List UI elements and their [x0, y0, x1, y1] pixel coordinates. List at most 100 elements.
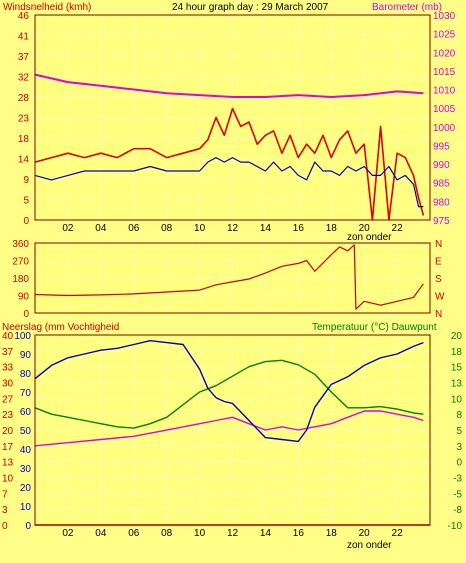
- wind-y-tick-label: 9: [23, 175, 29, 186]
- wind-y-tick-label: 0: [23, 216, 29, 227]
- wind-series-group: [34, 73, 425, 221]
- direction-y-tick-label: 270: [12, 257, 29, 268]
- humidity-x-note: zon onder: [347, 540, 392, 551]
- wind-avg-line: [34, 157, 424, 208]
- temperature-axis-title: Temperatuur (°C) Dauwpunt: [312, 322, 437, 333]
- humidity-x-tick-label: 06: [128, 528, 140, 539]
- humidity-y-tick-label: 80: [20, 369, 32, 380]
- humidity-x-tick-label: 02: [62, 528, 74, 539]
- compass-tick-label: N: [435, 239, 442, 250]
- humidity-y-tick-label: 70: [20, 388, 32, 399]
- humidity-tick-labels: 0371013172023273033374001020304050607080…: [2, 331, 462, 539]
- wind-gust-line: [34, 107, 425, 221]
- compass-tick-label: N: [435, 309, 442, 320]
- wind-x-tick-label: 12: [227, 223, 239, 234]
- wind-x-tick-label: 08: [161, 223, 173, 234]
- humidity-line: [34, 340, 424, 443]
- wind-y-tick-label: 32: [18, 73, 30, 84]
- temperature-y-tick-label: 5: [456, 426, 462, 437]
- temperature-y-tick-label: 15: [451, 363, 463, 374]
- direction-y-tick-label: 0: [23, 309, 29, 320]
- rain-y-tick-label: 0: [2, 521, 8, 532]
- direction-plot-frame: [34, 242, 431, 314]
- humidity-y-tick-label: 90: [20, 350, 32, 361]
- rain-y-tick-label: 10: [2, 474, 14, 485]
- humidity-plot-frame: [34, 334, 431, 526]
- rain-y-tick-label: 3: [2, 505, 8, 516]
- wind-y-tick-label: 41: [18, 32, 30, 43]
- barometer-y-tick-label: 1005: [433, 104, 456, 115]
- direction-y-tick-label: 90: [18, 292, 30, 303]
- barometer-y-tick-label: 985: [433, 179, 450, 190]
- wind-direction-line: [34, 244, 424, 310]
- humidity-y-tick-label: 50: [20, 426, 32, 437]
- barometer-y-tick-label: 1000: [433, 123, 456, 134]
- barometer-y-tick-label: 975: [433, 216, 450, 227]
- humidity-x-tick-label: 12: [227, 528, 239, 539]
- wind-y-tick-label: 5: [23, 196, 29, 207]
- barometer-y-tick-label: 1030: [433, 11, 456, 22]
- humidity-temperature-panel: 0371013172023273033374001020304050607080…: [2, 322, 462, 551]
- temperature-y-tick-label: -5: [453, 489, 462, 500]
- temperature-y-tick-label: -8: [453, 505, 462, 516]
- humidity-x-tick-label: 20: [359, 528, 371, 539]
- wind-tick-labels: 0 5 9 14 18 23 28 32 37 41 46 975 980 985 990 995 1000 10…: [18, 11, 456, 234]
- wind-x-note: zon onder: [347, 232, 392, 243]
- rain-y-tick-label: 7: [2, 489, 8, 500]
- compass-tick-label: S: [435, 274, 442, 285]
- temperature-y-tick-label: 10: [451, 394, 463, 405]
- barometer-y-tick-label: 1025: [433, 30, 456, 41]
- humidity-axis-title: Neerslag (mm Vochtigheid: [2, 322, 119, 333]
- rain-y-tick-label: 30: [2, 379, 14, 390]
- barometer-axis-title: Barometer (mb): [372, 2, 442, 13]
- temperature-y-tick-label: 8: [456, 410, 462, 421]
- humidity-x-tick-label: 16: [293, 528, 305, 539]
- wind-y-tick-label: 14: [18, 155, 30, 166]
- barometer-line: [34, 73, 424, 98]
- humidity-y-tick-label: 100: [14, 331, 31, 342]
- barometer-y-tick-label: 990: [433, 160, 450, 171]
- wind-x-tick-label: 16: [293, 223, 305, 234]
- wind-barometer-panel: 0 5 9 14 18 23 28 32 37 41 46 975 980 985 990 995 1000 10…: [3, 2, 456, 243]
- direction-y-tick-label: 360: [12, 239, 29, 250]
- wind-x-tick-label: 14: [260, 223, 272, 234]
- temperature-y-tick-label: -10: [448, 521, 463, 532]
- chart-title: 24 hour graph day : 29 March 2007: [172, 2, 329, 13]
- rain-y-tick-label: 27: [2, 394, 14, 405]
- wind-x-tick-label: 20: [359, 223, 371, 234]
- wind-y-tick-label: 28: [18, 93, 30, 104]
- humidity-y-tick-label: 30: [20, 464, 32, 475]
- barometer-y-tick-label: 1010: [433, 86, 456, 97]
- barometer-y-tick-label: 1015: [433, 67, 456, 78]
- wind-y-tick-label: 18: [18, 134, 30, 145]
- temperature-y-tick-label: 13: [451, 379, 463, 390]
- rain-y-tick-label: 37: [2, 347, 14, 358]
- wind-y-tick-label: 37: [18, 52, 30, 63]
- compass-tick-label: W: [435, 292, 445, 303]
- rain-y-tick-label: 13: [2, 458, 14, 469]
- humidity-y-tick-label: 20: [20, 483, 32, 494]
- temperature-y-tick-label: 0: [456, 458, 462, 469]
- humidity-x-tick-label: 14: [260, 528, 272, 539]
- humidity-x-tick-label: 10: [194, 528, 206, 539]
- wind-y-tick-label: 23: [18, 114, 30, 125]
- temperature-line: [34, 359, 424, 429]
- wind-x-tick-label: 06: [128, 223, 140, 234]
- humidity-y-tick-label: 40: [20, 445, 32, 456]
- temperature-y-tick-label: 3: [456, 442, 462, 453]
- compass-tick-label: E: [435, 257, 442, 268]
- temperature-y-tick-label: 20: [451, 331, 463, 342]
- rain-y-tick-label: 23: [2, 410, 14, 421]
- humidity-x-tick-label: 18: [326, 528, 338, 539]
- humidity-x-tick-label: 04: [95, 528, 107, 539]
- temperature-y-tick-label: 18: [451, 347, 463, 358]
- wind-axis-title: Windsnelheid (kmh): [3, 2, 91, 13]
- humidity-x-tick-label: 22: [392, 528, 404, 539]
- humidity-y-tick-label: 0: [25, 521, 31, 532]
- barometer-y-tick-label: 980: [433, 197, 450, 208]
- rain-y-tick-label: 17: [2, 442, 14, 453]
- rain-y-tick-label: 40: [2, 331, 14, 342]
